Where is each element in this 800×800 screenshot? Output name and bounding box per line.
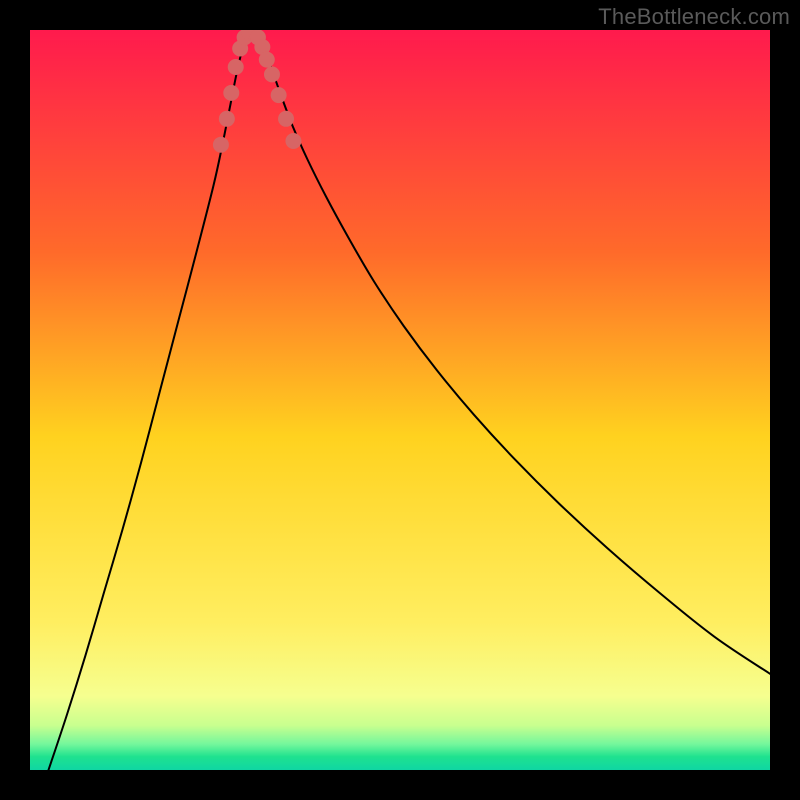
highlight-dot [213, 137, 229, 153]
highlight-dot [278, 111, 294, 127]
chart-svg [30, 30, 770, 770]
highlight-dot [223, 85, 239, 101]
chart-background [30, 30, 770, 770]
watermark-text: TheBottleneck.com [598, 4, 790, 30]
highlight-dot [219, 111, 235, 127]
highlight-dot [228, 59, 244, 75]
highlight-dot [259, 52, 275, 68]
highlight-dot [271, 87, 287, 103]
chart-frame: TheBottleneck.com [0, 0, 800, 800]
highlight-dot [264, 66, 280, 82]
highlight-dot [285, 133, 301, 149]
